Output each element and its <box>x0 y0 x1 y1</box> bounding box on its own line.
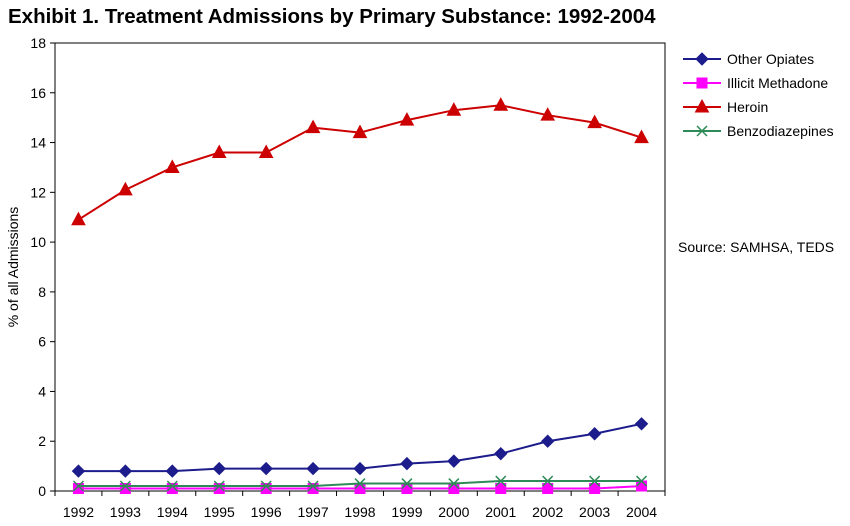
data-point-illicit-methadone <box>636 480 648 492</box>
data-point-benzodiazepines <box>542 475 554 487</box>
data-point-other-opiates <box>494 446 508 461</box>
y-tick-label: 16 <box>30 85 46 101</box>
data-point-illicit-methadone <box>542 483 554 495</box>
data-point-illicit-methadone <box>307 483 319 495</box>
y-axis-title: % of all Admissions <box>5 207 21 328</box>
legend-marker-illicit-methadone <box>696 77 708 89</box>
source-annotation: Source: SAMHSA, TEDS <box>678 239 835 255</box>
y-tick-label: 10 <box>30 234 46 250</box>
data-point-benzodiazepines <box>119 480 131 492</box>
y-tick-label: 12 <box>30 184 46 200</box>
data-point-heroin <box>71 211 86 226</box>
data-point-other-opiates <box>540 434 555 448</box>
data-point-heroin <box>118 181 133 196</box>
legend-marker-heroin <box>694 98 710 113</box>
data-point-illicit-methadone <box>448 483 460 495</box>
data-point-benzodiazepines <box>495 475 507 487</box>
data-point-heroin <box>164 159 180 173</box>
data-point-other-opiates <box>447 454 461 468</box>
x-tick-label: 2004 <box>626 504 657 520</box>
data-point-other-opiates <box>259 461 273 476</box>
y-tick-label: 18 <box>30 35 46 51</box>
data-point-heroin <box>634 129 649 144</box>
data-point-illicit-methadone <box>495 483 507 495</box>
data-point-benzodiazepines <box>636 475 648 487</box>
legend: Other Opiates Illicit Methadone Heroin Benz… <box>683 51 834 139</box>
data-point-heroin <box>446 102 462 116</box>
x-tick-label: 1995 <box>204 504 235 520</box>
plot-frame <box>54 42 666 492</box>
data-point-illicit-methadone <box>72 483 84 495</box>
data-point-illicit-methadone <box>119 483 131 495</box>
x-tick-label: 2002 <box>532 504 563 520</box>
y-tick-label: 2 <box>38 433 46 449</box>
legend-label-other-opiates: Other Opiates <box>727 51 814 67</box>
data-point-other-opiates <box>634 417 649 431</box>
legend-label-benzodiazepines: Benzodiazepines <box>727 123 834 139</box>
legend-marker-other-opiates <box>695 52 709 66</box>
data-point-benzodiazepines <box>260 480 272 492</box>
data-point-illicit-methadone <box>260 483 272 495</box>
data-point-benzodiazepines <box>589 475 601 487</box>
x-tick-label: 2001 <box>485 504 516 520</box>
legend-label-heroin: Heroin <box>727 99 768 115</box>
data-point-heroin <box>258 144 274 159</box>
data-point-other-opiates <box>587 427 602 441</box>
data-point-illicit-methadone <box>213 483 225 495</box>
y-tick-label: 0 <box>38 483 46 499</box>
data-point-illicit-methadone <box>166 483 178 495</box>
x-tick-label: 1999 <box>391 504 422 520</box>
x-tick-label: 1992 <box>63 504 94 520</box>
data-point-other-opiates <box>400 456 414 471</box>
data-point-heroin <box>493 97 509 111</box>
data-point-benzodiazepines <box>166 480 178 492</box>
y-tick-label: 4 <box>38 383 46 399</box>
plot-area: 0 2 4 6 8 10 12 14 16 18 1992 1993 1994 1995 1996 1997 1… <box>5 35 666 520</box>
data-point-other-opiates <box>306 461 320 476</box>
data-point-illicit-methadone <box>354 483 366 495</box>
x-tick-label: 1994 <box>157 504 188 520</box>
data-point-other-opiates <box>71 464 86 478</box>
data-point-other-opiates <box>118 464 133 478</box>
data-point-illicit-methadone <box>401 483 413 495</box>
data-point-benzodiazepines <box>213 480 225 492</box>
x-tick-label: 2003 <box>579 504 610 520</box>
data-point-benzodiazepines <box>307 480 319 492</box>
data-point-benzodiazepines <box>401 478 413 490</box>
data-point-benzodiazepines <box>448 478 460 490</box>
y-tick-label: 8 <box>38 284 46 300</box>
y-tick-label: 14 <box>30 135 46 151</box>
data-point-benzodiazepines <box>72 480 84 492</box>
data-point-other-opiates <box>353 461 367 476</box>
data-point-heroin <box>211 144 227 159</box>
x-tick-label: 1998 <box>344 504 375 520</box>
x-tick-label: 2000 <box>438 504 469 520</box>
x-tick-label: 1993 <box>110 504 141 520</box>
data-point-heroin <box>587 114 602 129</box>
data-point-heroin <box>352 124 368 139</box>
legend-marker-benzodiazepines <box>696 125 708 137</box>
series-line-heroin <box>77 104 642 221</box>
data-point-other-opiates <box>212 461 226 476</box>
data-point-heroin <box>540 107 556 121</box>
data-point-illicit-methadone <box>589 483 601 495</box>
legend-label-illicit-methadone: Illicit Methadone <box>727 75 828 91</box>
data-point-heroin <box>399 112 415 126</box>
data-point-heroin <box>305 119 321 134</box>
x-tick-label: 1996 <box>251 504 282 520</box>
chart-title: Exhibit 1. Treatment Admissions by Prima… <box>8 5 656 28</box>
x-tick-label: 1997 <box>297 504 328 520</box>
y-tick-label: 6 <box>38 334 46 350</box>
data-point-benzodiazepines <box>354 478 366 490</box>
data-point-other-opiates <box>165 464 180 478</box>
